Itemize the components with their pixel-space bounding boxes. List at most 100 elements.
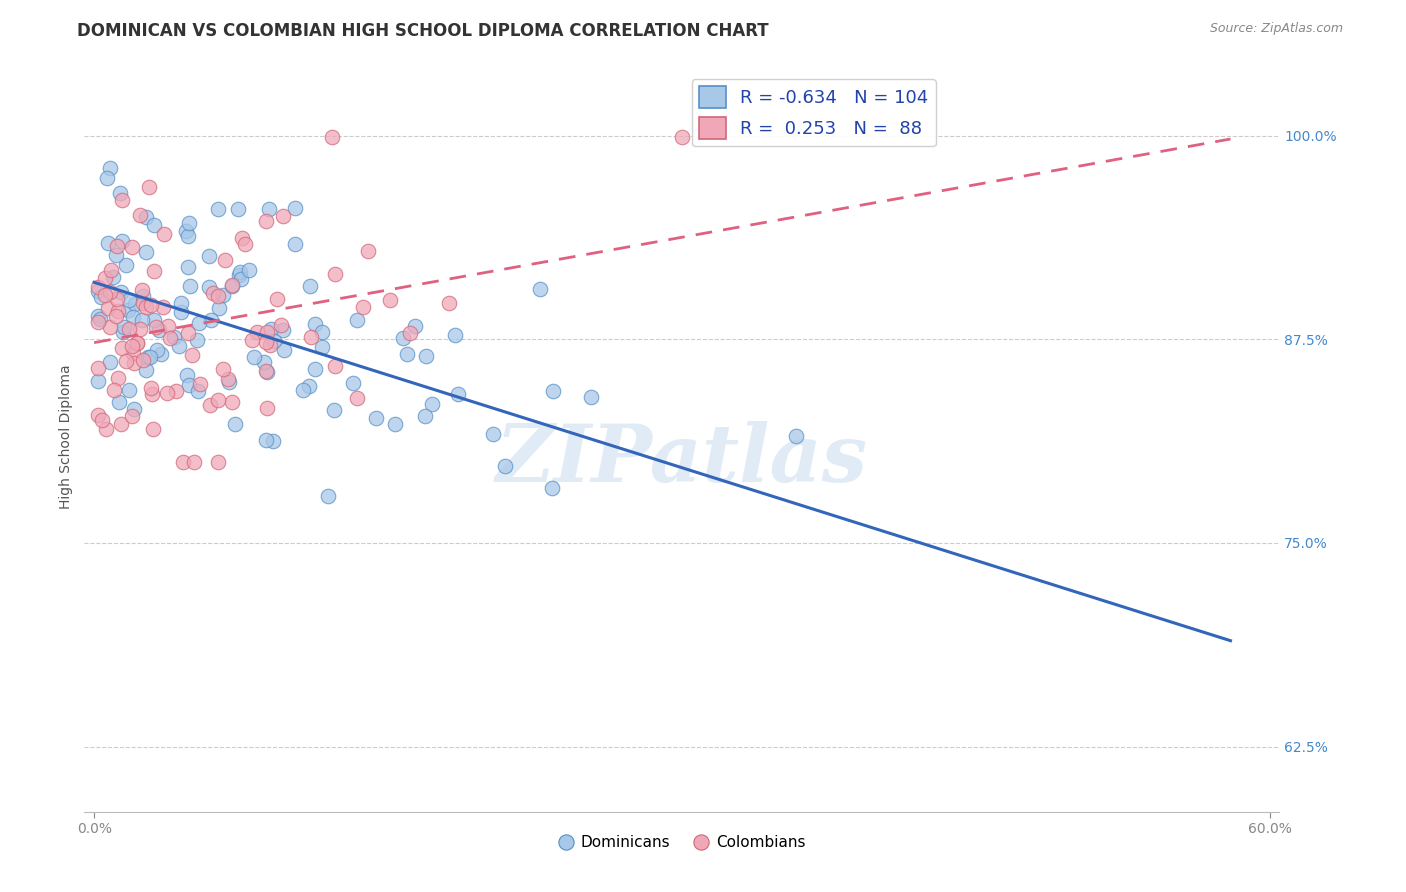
Point [121,339,143,353]
Point [103,384,125,398]
Point [273,343,295,358]
Point [246,325,269,339]
Point [87,408,110,422]
Point [121,240,143,254]
Point [217,372,239,386]
Point [253,354,276,368]
Point [105,293,128,307]
Point [170,296,193,310]
Point [159,331,181,345]
Point [271,323,294,337]
Point [323,359,346,374]
Point [96,170,118,185]
Point [238,263,260,277]
Point [494,458,516,473]
Point [212,361,235,376]
Point [87,280,110,294]
Point [228,265,250,279]
Text: ZIPatlas: ZIPatlas [496,421,868,499]
Point [127,335,149,350]
Point [98,355,121,369]
Point [177,229,200,244]
Point [156,386,179,401]
Point [254,364,277,378]
Point [291,383,314,397]
Point [101,269,124,284]
Point [135,300,157,314]
Point [115,354,138,368]
Point [254,334,277,349]
Point [152,300,174,314]
Point [131,284,153,298]
Point [142,421,165,435]
Point [176,368,198,382]
Point [437,295,460,310]
Point [422,397,444,411]
Point [357,244,380,259]
Point [221,395,243,409]
Point [124,297,146,311]
Point [97,236,120,251]
Point [298,379,321,393]
Point [89,311,111,326]
Point [118,293,141,308]
Point [117,322,139,336]
Point [141,297,163,311]
Point [444,328,467,343]
Point [132,296,155,310]
Point [187,316,209,330]
Point [179,377,201,392]
Point [179,279,201,293]
Point [129,208,152,222]
Point [396,347,419,361]
Point [146,343,169,358]
Point [125,335,148,350]
Point [415,409,437,423]
Point [256,401,278,416]
Point [384,417,406,431]
Point [98,161,121,176]
Point [254,434,277,448]
Point [135,245,157,260]
Point [214,252,236,267]
Point [188,377,211,392]
Point [183,454,205,468]
Point [181,348,204,362]
Point [121,409,143,424]
Point [100,262,122,277]
Point [671,130,693,145]
Point [316,489,339,503]
Point [284,201,307,215]
Point [304,361,326,376]
Point [149,347,172,361]
Point [177,326,200,340]
Point [270,318,292,332]
Point [110,285,132,299]
Point [94,422,117,436]
Point [346,313,368,327]
Point [221,277,243,292]
Point [187,384,209,398]
Point [346,391,368,405]
Point [541,384,564,398]
Point [207,301,229,315]
Point [107,304,129,318]
Point [177,260,200,275]
Point [321,130,343,145]
Point [111,193,134,207]
Legend: Dominicans, Colombians: Dominicans, Colombians [553,830,811,856]
Point [87,374,110,388]
Point [229,272,252,286]
Point [172,454,194,468]
Point [87,361,110,376]
Point [162,330,184,344]
Point [323,403,346,417]
Point [266,292,288,306]
Point [141,386,163,401]
Y-axis label: High School Diploma: High School Diploma [59,365,73,509]
Point [143,219,166,233]
Point [108,186,131,200]
Point [224,417,246,431]
Point [311,326,333,340]
Point [366,410,388,425]
